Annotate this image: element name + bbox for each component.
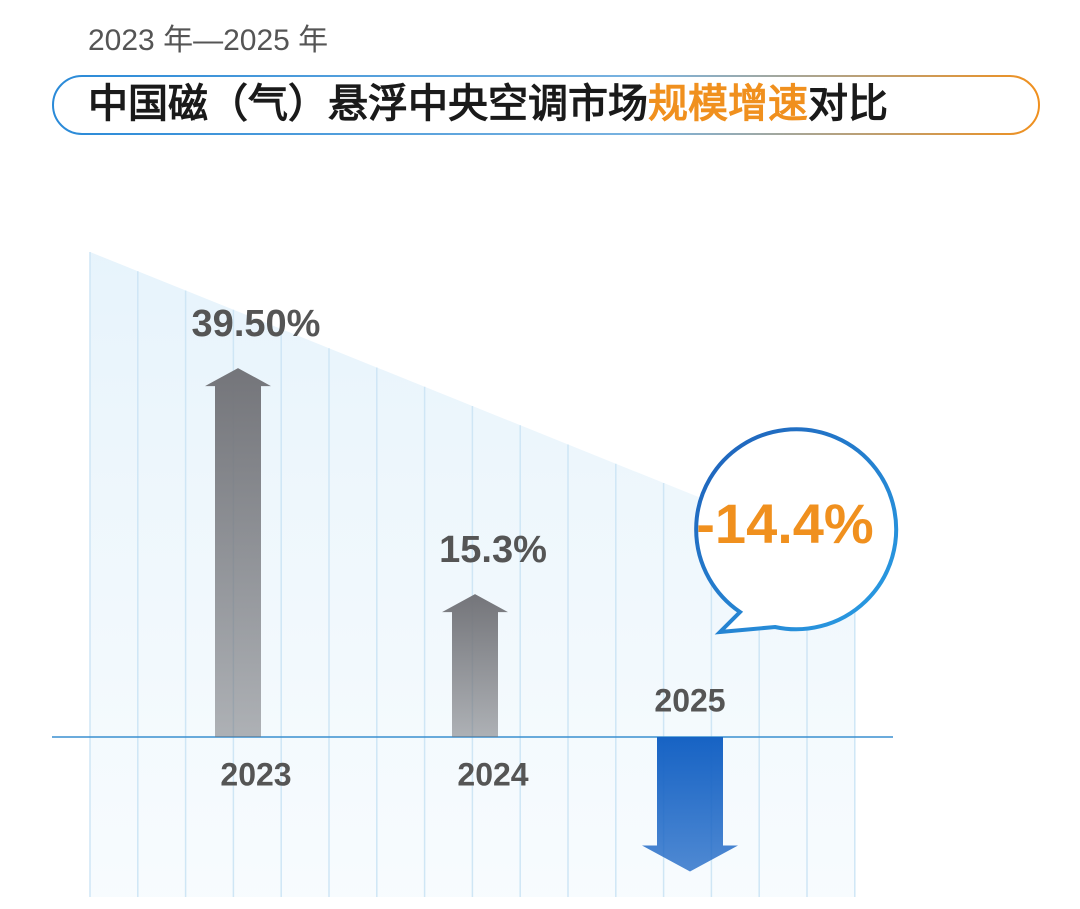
category-label: 2025 <box>654 682 725 718</box>
title-part: 中国磁（气）悬浮中央空调市场 <box>88 82 648 126</box>
arrow-bar <box>442 594 508 737</box>
speech-bubble <box>694 427 899 635</box>
value-label: 39.50% <box>192 303 321 345</box>
arrow-bar <box>205 368 271 737</box>
value-label: -14.4% <box>696 492 873 555</box>
category-label: 2023 <box>220 756 291 792</box>
value-label: 15.3% <box>439 529 547 571</box>
title-highlight: 规模增速 <box>648 82 808 126</box>
chart-title: 中国磁（气）悬浮中央空调市场规模增速对比 <box>88 82 888 126</box>
subtitle: 2023 年—2025 年 <box>88 24 328 57</box>
title-box <box>52 75 1040 135</box>
title-part: 对比 <box>808 82 888 126</box>
arrow-bar <box>642 737 738 872</box>
category-label: 2024 <box>457 756 528 792</box>
